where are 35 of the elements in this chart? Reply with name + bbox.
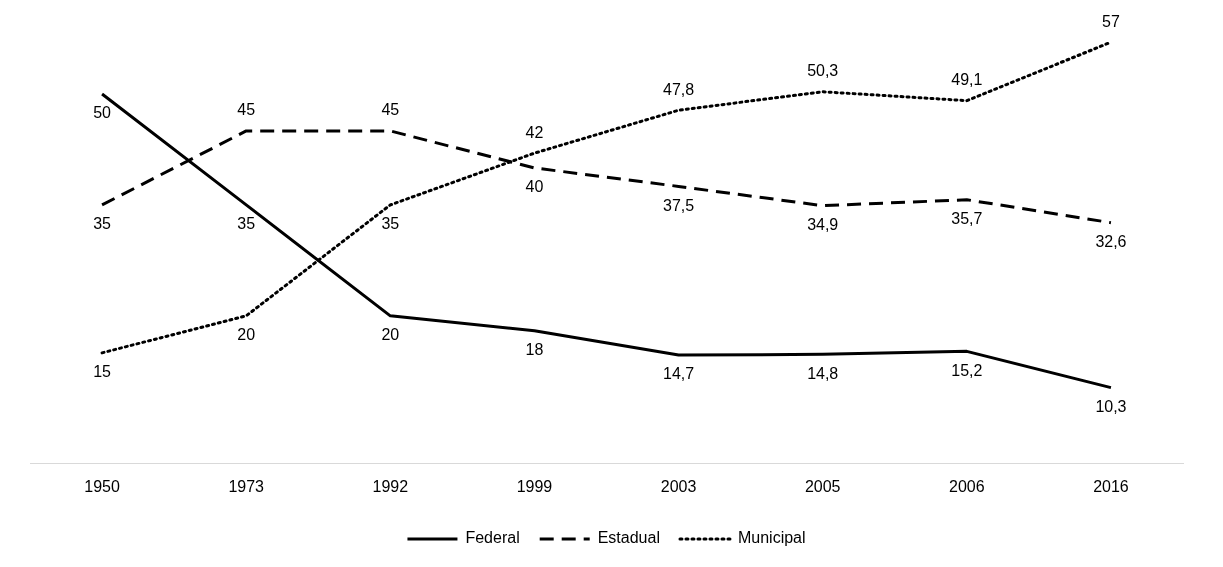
legend-label: Municipal xyxy=(737,529,806,547)
data-label: 35 xyxy=(93,215,112,233)
data-label: 40 xyxy=(525,178,544,196)
data-label: 34,9 xyxy=(807,216,839,234)
data-label: 37,5 xyxy=(662,196,695,214)
legend-label: Estadual xyxy=(597,529,660,547)
data-label: 35 xyxy=(381,215,400,233)
x-tick-label: 1950 xyxy=(84,477,120,495)
x-tick-label: 1999 xyxy=(516,477,553,495)
data-label: 50 xyxy=(93,104,112,122)
x-tick-label: 2003 xyxy=(660,477,697,495)
data-label: 35 xyxy=(237,215,256,233)
data-label: 14,7 xyxy=(662,365,695,383)
data-label: 20 xyxy=(237,326,256,344)
data-label: 42 xyxy=(525,123,544,141)
data-label: 18 xyxy=(525,341,544,359)
data-label: 49,1 xyxy=(951,71,983,89)
data-label: 20 xyxy=(381,326,400,344)
data-label: 57 xyxy=(1102,12,1120,30)
x-tick-label: 1992 xyxy=(372,477,409,495)
data-label: 45 xyxy=(237,101,256,119)
x-tick-label: 2016 xyxy=(1093,477,1129,495)
data-label: 10,3 xyxy=(1095,398,1127,416)
data-label: 14,8 xyxy=(807,364,839,382)
legend-label: Federal xyxy=(465,529,520,547)
data-label: 47,8 xyxy=(662,80,695,98)
data-label: 45 xyxy=(381,101,400,119)
data-label: 32,6 xyxy=(1095,233,1127,251)
data-label: 50,3 xyxy=(807,62,839,80)
x-tick-label: 2006 xyxy=(949,477,985,495)
data-label: 15 xyxy=(93,363,112,381)
data-label: 15,2 xyxy=(951,361,983,379)
x-tick-label: 1973 xyxy=(228,477,265,495)
x-tick-label: 2005 xyxy=(804,477,841,495)
data-label: 35,7 xyxy=(951,210,983,228)
